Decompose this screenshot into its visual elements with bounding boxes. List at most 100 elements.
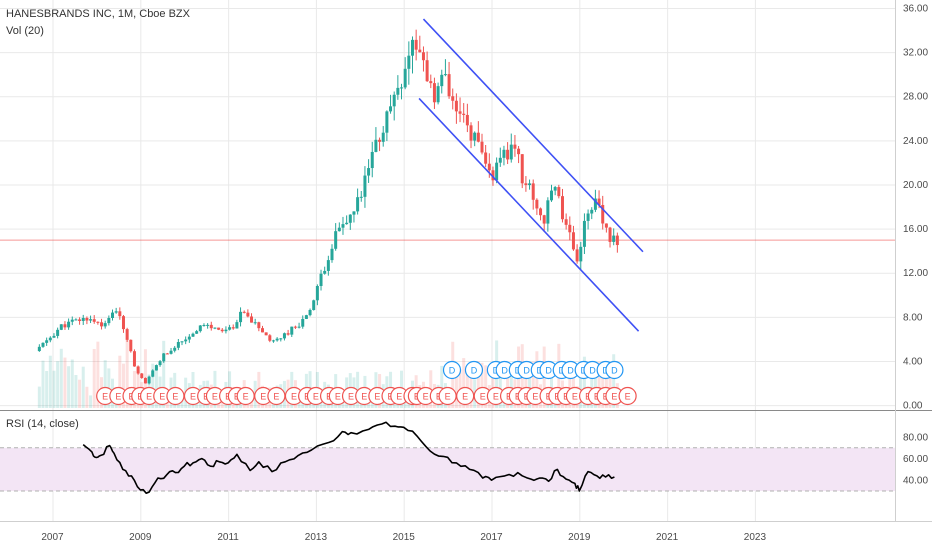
- candle-body: [400, 87, 404, 89]
- rsi-axis[interactable]: 80.00 60.00 40.00: [903, 433, 928, 487]
- volume-bar: [250, 399, 254, 408]
- candle-body: [125, 329, 129, 340]
- dividend-marker[interactable]: [605, 360, 624, 380]
- earnings-marker-label: E: [348, 392, 354, 402]
- rsi-line[interactable]: [82, 421, 615, 495]
- earnings-marker-label: E: [115, 392, 121, 402]
- candle-body: [235, 322, 239, 329]
- candle-body: [158, 361, 162, 366]
- price-tick-label: 4.00: [903, 356, 923, 367]
- candle-body: [89, 319, 93, 321]
- candle-body: [498, 157, 502, 163]
- rsi-pane: [0, 421, 895, 495]
- volume-bar: [528, 366, 532, 408]
- dividend-marker-label: D: [471, 366, 478, 376]
- candle-body: [228, 327, 232, 330]
- channel-lower-line[interactable]: [418, 97, 640, 332]
- volume-bar: [96, 341, 100, 408]
- candle-body: [334, 231, 338, 249]
- volume-bar: [37, 386, 41, 408]
- event-markers[interactable]: EEEEEEEEEEEEEEEEEEEEEEEEEEEEEEEEEEEEEEEE…: [96, 360, 637, 406]
- earnings-marker-label: E: [462, 392, 468, 402]
- volume-bar: [52, 370, 56, 408]
- price-tick-label: 32.00: [903, 48, 928, 59]
- candle-body: [103, 323, 107, 327]
- chart-legend[interactable]: HANESBRANDS INC, 1M, Cboe BZX Vol (20): [6, 6, 190, 40]
- price-axis[interactable]: 36.00 32.00 28.00 24.00 20.00 16.00 12.00 8.00 4…: [903, 4, 928, 412]
- volume-bar: [45, 371, 49, 408]
- time-axis[interactable]: 2007 2009 2011 2013 2015 2017 2019 2021 2023: [41, 532, 766, 543]
- volume-bar: [608, 367, 612, 408]
- trend-channel[interactable]: [418, 18, 644, 332]
- candle-body: [191, 333, 195, 337]
- volume-bar: [41, 360, 45, 408]
- candle-body: [268, 335, 272, 341]
- volume-bar: [118, 355, 122, 408]
- candle-body: [48, 337, 52, 341]
- volume-bar: [531, 361, 535, 408]
- price-tick-label: 0.00: [903, 401, 923, 412]
- earnings-marker-label: E: [572, 392, 578, 402]
- candle-body: [198, 325, 202, 332]
- candle-body: [389, 106, 393, 112]
- volume-bar: [85, 386, 89, 408]
- earnings-marker-label: E: [374, 392, 380, 402]
- price-tick-label: 28.00: [903, 92, 928, 103]
- volume-bar: [535, 351, 539, 408]
- candle-body: [304, 315, 308, 319]
- candle-body: [531, 183, 535, 200]
- candle-body: [590, 209, 594, 214]
- candle-body: [220, 329, 224, 332]
- candle-body: [78, 319, 82, 321]
- candle-body: [250, 316, 254, 323]
- candle-body: [432, 83, 436, 103]
- candle-body: [85, 317, 89, 321]
- earnings-marker-label: E: [396, 392, 402, 402]
- candle-body: [337, 227, 341, 232]
- dividend-marker[interactable]: [442, 360, 462, 380]
- candle-body: [414, 39, 418, 50]
- candle-body: [187, 336, 191, 340]
- candle-body: [367, 168, 371, 176]
- candle-body: [67, 321, 71, 328]
- candle-body: [140, 373, 144, 378]
- channel-upper-line[interactable]: [422, 18, 644, 253]
- candle-body: [458, 111, 462, 114]
- candle-body: [513, 144, 517, 149]
- candle-body: [121, 316, 125, 330]
- candle-body: [111, 312, 115, 318]
- earnings-marker-label: E: [423, 392, 429, 402]
- candle-body: [487, 163, 491, 171]
- candle-body: [392, 94, 396, 107]
- candle-body: [582, 220, 586, 247]
- candle-body: [421, 52, 425, 61]
- candle-body: [297, 326, 301, 328]
- volume-bar: [440, 365, 444, 408]
- main-grid: [0, 0, 895, 521]
- candle-body: [348, 214, 352, 223]
- candle-body: [143, 377, 147, 384]
- candle-body: [173, 347, 177, 351]
- dividend-marker-label: D: [567, 366, 574, 376]
- candle-body: [165, 353, 169, 355]
- candle-body: [491, 170, 495, 181]
- dividend-marker[interactable]: [464, 360, 484, 380]
- volume-bar: [612, 354, 616, 408]
- candle-body: [550, 190, 554, 201]
- candle-body: [63, 324, 67, 328]
- earnings-marker-label: E: [212, 392, 218, 402]
- volume-bar: [162, 340, 166, 408]
- volume-bar: [81, 366, 85, 408]
- candle-body: [70, 319, 74, 322]
- price-candles[interactable]: [37, 29, 619, 385]
- candle-body: [370, 151, 374, 169]
- candle-body: [341, 224, 345, 228]
- candle-body: [451, 96, 455, 101]
- rsi-legend[interactable]: RSI (14, close): [6, 418, 79, 430]
- earnings-marker[interactable]: [618, 386, 637, 406]
- candle-body: [162, 353, 166, 362]
- candle-body: [114, 311, 118, 313]
- candle-body: [385, 111, 389, 133]
- candle-body: [59, 324, 63, 330]
